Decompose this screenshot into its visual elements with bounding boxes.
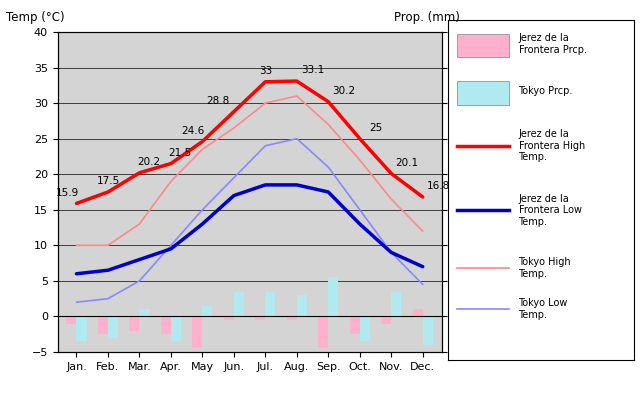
- Text: Temp (°C): Temp (°C): [6, 11, 65, 24]
- FancyBboxPatch shape: [457, 34, 509, 57]
- Bar: [318, 316, 328, 348]
- Bar: [171, 316, 181, 341]
- Bar: [422, 316, 433, 345]
- Bar: [67, 316, 77, 324]
- Bar: [161, 316, 171, 334]
- Bar: [224, 316, 234, 320]
- Bar: [77, 316, 86, 341]
- Bar: [234, 292, 244, 316]
- Text: Jerez de la
Frontera Low
Temp.: Jerez de la Frontera Low Temp.: [518, 194, 582, 227]
- Text: 33: 33: [259, 66, 272, 76]
- Bar: [255, 316, 266, 320]
- Bar: [129, 316, 140, 331]
- Bar: [202, 306, 212, 316]
- Bar: [413, 309, 422, 316]
- Text: Tokyo Prcp.: Tokyo Prcp.: [518, 86, 573, 96]
- Bar: [192, 316, 202, 348]
- Text: 16.8: 16.8: [427, 181, 450, 191]
- Text: 33.1: 33.1: [301, 65, 324, 75]
- Bar: [360, 316, 370, 341]
- Text: 20.2: 20.2: [138, 157, 161, 167]
- Text: 28.8: 28.8: [207, 96, 230, 106]
- Bar: [391, 292, 401, 316]
- Text: Tokyo High
Temp.: Tokyo High Temp.: [518, 258, 571, 279]
- Bar: [287, 316, 297, 320]
- Text: 25: 25: [369, 123, 382, 133]
- Text: 17.5: 17.5: [97, 176, 120, 186]
- Text: 24.6: 24.6: [181, 126, 205, 136]
- FancyBboxPatch shape: [457, 81, 509, 105]
- Text: Jerez de la
Frontera High
Temp.: Jerez de la Frontera High Temp.: [518, 129, 585, 162]
- Text: 20.1: 20.1: [396, 158, 419, 168]
- Text: Prop. (mm): Prop. (mm): [394, 11, 460, 24]
- Bar: [297, 295, 307, 316]
- Bar: [98, 316, 108, 334]
- Bar: [266, 292, 275, 316]
- Bar: [108, 316, 118, 338]
- Text: Tokyo Low
Temp.: Tokyo Low Temp.: [518, 298, 568, 320]
- Text: 15.9: 15.9: [56, 188, 79, 198]
- Bar: [328, 277, 339, 316]
- Text: Jerez de la
Frontera Prcp.: Jerez de la Frontera Prcp.: [518, 33, 586, 55]
- Text: 30.2: 30.2: [332, 86, 356, 96]
- Text: 21.5: 21.5: [169, 148, 192, 158]
- Bar: [381, 316, 391, 324]
- Bar: [349, 316, 360, 334]
- Bar: [140, 309, 150, 316]
